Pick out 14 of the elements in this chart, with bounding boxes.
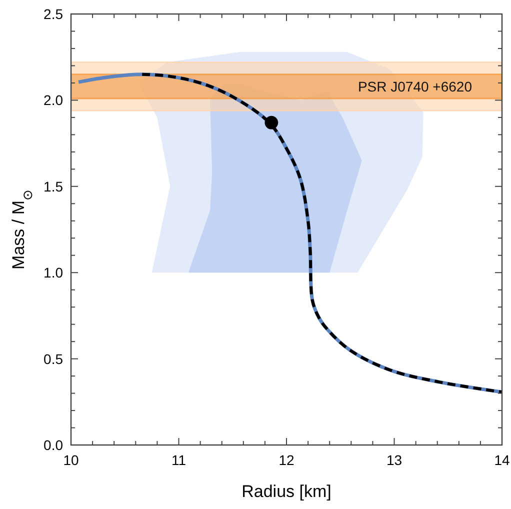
y-tick-label: 1.5 bbox=[44, 178, 64, 194]
y-tick-label: 0.0 bbox=[44, 437, 64, 453]
x-tick-label: 14 bbox=[494, 452, 510, 468]
y-tick-label: 0.5 bbox=[44, 350, 64, 367]
x-tick-label: 10 bbox=[63, 452, 79, 468]
band-label: PSR J0740 +6620 bbox=[358, 78, 472, 94]
x-axis-title: Radius [km] bbox=[242, 482, 332, 501]
line-series bbox=[140, 72, 502, 394]
y-tick-label: 1.0 bbox=[44, 264, 64, 281]
y-tick-label: 2.0 bbox=[44, 92, 64, 108]
y-tick-label: 2.5 bbox=[44, 6, 64, 22]
x-tick-label: 12 bbox=[278, 452, 294, 468]
x-tick-label: 13 bbox=[386, 452, 402, 468]
x-tick-label: 11 bbox=[171, 452, 186, 468]
